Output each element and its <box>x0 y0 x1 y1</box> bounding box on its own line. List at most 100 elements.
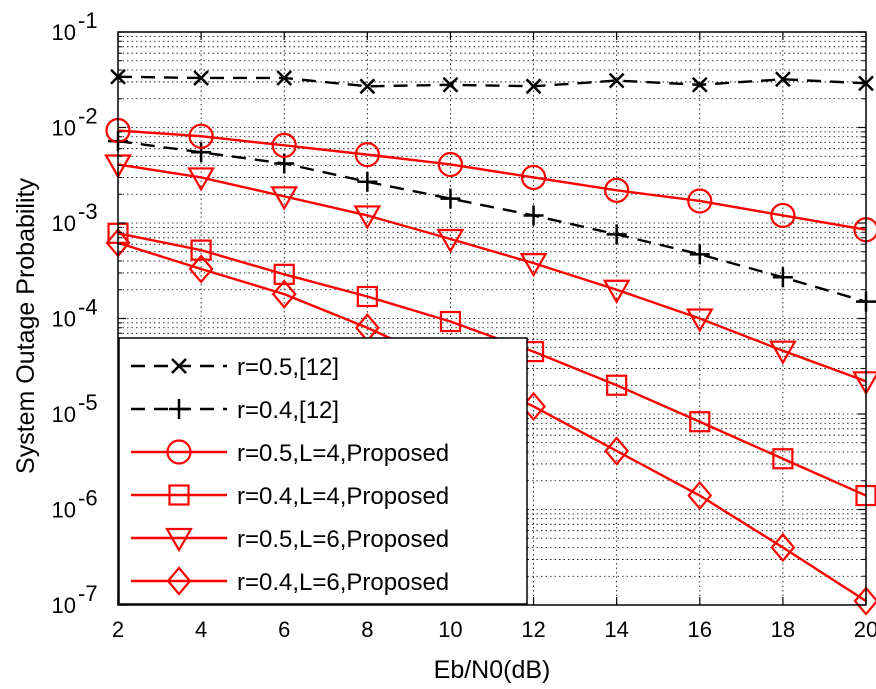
marker-stroke <box>359 78 376 95</box>
data-point <box>520 164 547 191</box>
data-point <box>273 263 295 285</box>
series-5 <box>104 154 876 396</box>
x-tick-label: 10 <box>438 617 462 642</box>
data-point <box>356 285 378 308</box>
legend-label: r=0.4,L=4,Proposed <box>237 483 449 510</box>
data-point <box>523 205 544 226</box>
data-point <box>271 279 297 309</box>
legend-entry-1: r=0.5,[12] <box>131 354 339 381</box>
legend: r=0.5,[12] r=0.4,[12] r=0.5,L=4,Proposed r=… <box>118 337 528 605</box>
marker-stroke <box>775 71 791 88</box>
x-tick-label: 4 <box>195 617 207 642</box>
data-point <box>772 267 793 288</box>
marker-stroke <box>193 70 209 86</box>
data-point <box>270 186 299 211</box>
x-tick-label: 20 <box>854 617 876 642</box>
x-tick-label: 14 <box>604 617 628 642</box>
data-point <box>691 76 708 93</box>
y-tick-exponent: -4 <box>78 295 98 320</box>
legend-marker <box>168 484 190 506</box>
legend-label: r=0.5,[12] <box>237 354 339 381</box>
series-line <box>117 163 867 383</box>
legend-entry-5: r=0.5,L=6,Proposed <box>131 526 449 553</box>
data-point <box>354 142 380 168</box>
series-line <box>117 139 867 303</box>
x-tick-label: 18 <box>771 617 795 642</box>
legend-label: r=0.4,L=6,Proposed <box>237 569 449 596</box>
legend-box <box>118 337 528 605</box>
x-axis-label: Eb/N0(dB) <box>434 656 551 684</box>
data-point <box>271 132 297 158</box>
data-point <box>187 167 216 192</box>
series-line <box>117 129 867 231</box>
data-point <box>357 171 378 192</box>
data-point <box>853 586 876 616</box>
legend-label: r=0.4,[12] <box>237 397 339 424</box>
data-point <box>606 224 627 245</box>
data-point <box>685 308 714 333</box>
legend-label: r=0.5,L=6,Proposed <box>237 526 449 553</box>
data-point <box>602 279 631 304</box>
y-tick-label: 10 <box>52 593 76 618</box>
x-tick-label: 6 <box>278 617 290 642</box>
legend-entry-6: r=0.4,L=6,Proposed <box>131 566 449 596</box>
y-tick-exponent: -5 <box>78 390 98 415</box>
marker-stroke <box>691 76 708 93</box>
data-point <box>439 310 462 333</box>
y-tick-label: 10 <box>52 307 76 332</box>
marker-stroke <box>442 76 459 93</box>
series-line <box>117 75 867 88</box>
data-point <box>772 448 794 470</box>
y-tick-exponent: -7 <box>78 581 98 606</box>
data-point <box>436 228 465 254</box>
y-tick-exponent: -1 <box>78 8 98 33</box>
series-4 <box>107 222 876 507</box>
y-tick-label: 10 <box>52 116 76 141</box>
legend-marker <box>166 439 192 465</box>
y-tick-exponent: -2 <box>78 104 98 129</box>
data-point <box>687 480 713 511</box>
legend-marker <box>171 358 187 374</box>
y-tick-exponent: -3 <box>78 199 98 224</box>
legend-label: r=0.5,L=4,Proposed <box>237 440 449 467</box>
x-tick-label: 8 <box>361 617 373 642</box>
data-point <box>276 70 293 86</box>
x-tick-label: 12 <box>521 617 545 642</box>
y-tick-label: 10 <box>52 402 76 427</box>
legend-marker <box>169 399 189 419</box>
data-point <box>689 411 711 433</box>
data-point <box>437 151 464 178</box>
data-point <box>519 253 548 278</box>
x-tick-label: 2 <box>112 617 124 642</box>
legend-marker <box>166 566 192 596</box>
data-point <box>188 123 214 149</box>
marker-stroke <box>276 70 293 86</box>
data-point <box>768 340 797 365</box>
data-point <box>606 374 628 396</box>
y-tick-label: 10 <box>52 20 76 45</box>
series-line <box>117 232 867 497</box>
series-1 <box>110 68 874 95</box>
marker-stroke <box>608 72 625 89</box>
marker-stroke <box>525 78 542 95</box>
data-point <box>689 244 710 265</box>
data-point <box>770 202 796 229</box>
data-point <box>442 76 459 93</box>
data-point <box>193 70 209 86</box>
data-point <box>608 72 625 89</box>
y-tick-label: 10 <box>52 211 76 236</box>
data-point <box>604 177 630 203</box>
legend-entry-2: r=0.4,[12] <box>131 397 339 424</box>
x-tick-label: 16 <box>688 617 712 642</box>
series-layer <box>104 68 876 616</box>
legend-entry-3: r=0.5,L=4,Proposed <box>131 439 449 467</box>
data-point <box>770 532 796 563</box>
data-point <box>775 71 791 88</box>
data-point <box>525 78 542 95</box>
data-point <box>188 254 214 284</box>
data-point <box>440 188 461 209</box>
y-tick-exponent: -6 <box>78 486 98 511</box>
data-point <box>604 436 630 466</box>
y-tick-label: 10 <box>52 498 76 523</box>
